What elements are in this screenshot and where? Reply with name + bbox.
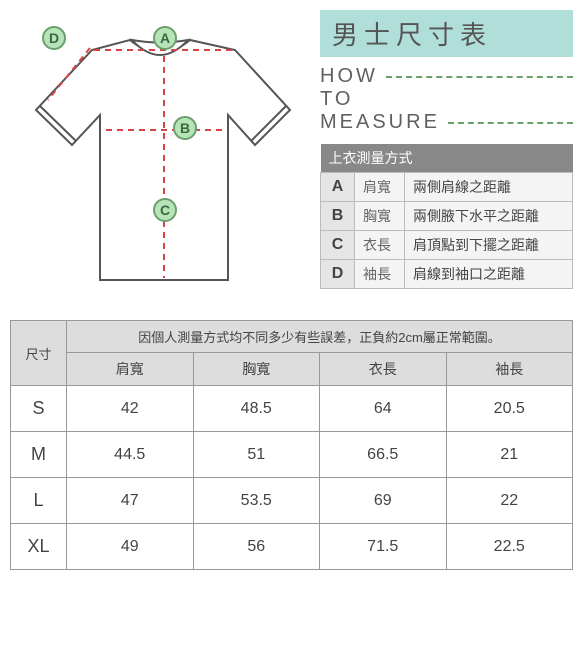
size-cell: 64 bbox=[320, 386, 447, 432]
howto-dash-2 bbox=[448, 122, 573, 124]
size-cell: 71.5 bbox=[320, 524, 447, 570]
size-label: L bbox=[11, 478, 67, 524]
marker-d-label: D bbox=[49, 30, 59, 46]
legend-name: 衣長 bbox=[355, 231, 405, 260]
howto-block: HOW TO MEASURE bbox=[320, 65, 573, 134]
legend-header: 上衣測量方式 bbox=[321, 144, 573, 173]
howto-line3: MEASURE bbox=[320, 111, 440, 134]
size-row: M 44.5 51 66.5 21 bbox=[11, 432, 573, 478]
size-cell: 48.5 bbox=[193, 386, 320, 432]
size-label: M bbox=[11, 432, 67, 478]
col-header: 肩寬 bbox=[67, 353, 194, 386]
legend-table: 上衣測量方式 A 肩寬 兩側肩線之距離 B 胸寬 兩側腋下水平之距離 C 衣長 … bbox=[320, 144, 573, 289]
legend-key: C bbox=[321, 231, 355, 260]
col-header: 袖長 bbox=[446, 353, 573, 386]
howto-line2: TO bbox=[320, 88, 353, 111]
size-cell: 53.5 bbox=[193, 478, 320, 524]
legend-desc: 肩頂點到下擺之距離 bbox=[405, 231, 573, 260]
marker-a: A bbox=[153, 26, 177, 50]
size-row: XL 49 56 71.5 22.5 bbox=[11, 524, 573, 570]
col-header: 衣長 bbox=[320, 353, 447, 386]
legend-name: 袖長 bbox=[355, 260, 405, 289]
legend-desc: 兩側腋下水平之距離 bbox=[405, 202, 573, 231]
tshirt-svg bbox=[10, 10, 310, 300]
legend-row: A 肩寬 兩側肩線之距離 bbox=[321, 173, 573, 202]
size-cell: 21 bbox=[446, 432, 573, 478]
marker-c-label: C bbox=[160, 202, 170, 218]
legend-key: D bbox=[321, 260, 355, 289]
size-label: XL bbox=[11, 524, 67, 570]
tshirt-diagram: A B C D bbox=[10, 10, 310, 300]
marker-a-label: A bbox=[160, 30, 170, 46]
marker-c: C bbox=[153, 198, 177, 222]
legend-row: D 袖長 肩線到袖口之距離 bbox=[321, 260, 573, 289]
size-note: 因個人測量方式均不同多少有些誤差，正負約2cm屬正常範圍。 bbox=[67, 321, 573, 353]
title-bar: 男士尺寸表 bbox=[320, 10, 573, 57]
right-panel: 男士尺寸表 HOW TO MEASURE 上衣測量方式 A 肩寬 兩側肩線之距離… bbox=[320, 10, 573, 300]
legend-name: 肩寬 bbox=[355, 173, 405, 202]
legend-desc: 肩線到袖口之距離 bbox=[405, 260, 573, 289]
legend-row: C 衣長 肩頂點到下擺之距離 bbox=[321, 231, 573, 260]
size-cell: 51 bbox=[193, 432, 320, 478]
size-label: S bbox=[11, 386, 67, 432]
size-cell: 47 bbox=[67, 478, 194, 524]
size-row: L 47 53.5 69 22 bbox=[11, 478, 573, 524]
howto-dash-1 bbox=[386, 76, 573, 78]
legend-row: B 胸寬 兩側腋下水平之距離 bbox=[321, 202, 573, 231]
size-cell: 20.5 bbox=[446, 386, 573, 432]
marker-b: B bbox=[173, 116, 197, 140]
size-cell: 22 bbox=[446, 478, 573, 524]
size-cell: 22.5 bbox=[446, 524, 573, 570]
size-cell: 44.5 bbox=[67, 432, 194, 478]
size-row: S 42 48.5 64 20.5 bbox=[11, 386, 573, 432]
size-cell: 49 bbox=[67, 524, 194, 570]
legend-desc: 兩側肩線之距離 bbox=[405, 173, 573, 202]
col-header: 胸寬 bbox=[193, 353, 320, 386]
size-table: 尺寸 因個人測量方式均不同多少有些誤差，正負約2cm屬正常範圍。 肩寬 胸寬 衣… bbox=[10, 320, 573, 570]
legend-key: A bbox=[321, 173, 355, 202]
size-cell: 56 bbox=[193, 524, 320, 570]
legend-name: 胸寬 bbox=[355, 202, 405, 231]
top-section: A B C D 男士尺寸表 HOW TO MEASURE 上衣測量方式 A bbox=[10, 10, 573, 300]
page-title: 男士尺寸表 bbox=[332, 20, 492, 50]
size-corner: 尺寸 bbox=[11, 321, 67, 386]
size-cell: 42 bbox=[67, 386, 194, 432]
marker-b-label: B bbox=[180, 120, 190, 136]
legend-key: B bbox=[321, 202, 355, 231]
size-cell: 66.5 bbox=[320, 432, 447, 478]
marker-d: D bbox=[42, 26, 66, 50]
size-cell: 69 bbox=[320, 478, 447, 524]
howto-line1: HOW bbox=[320, 65, 378, 88]
